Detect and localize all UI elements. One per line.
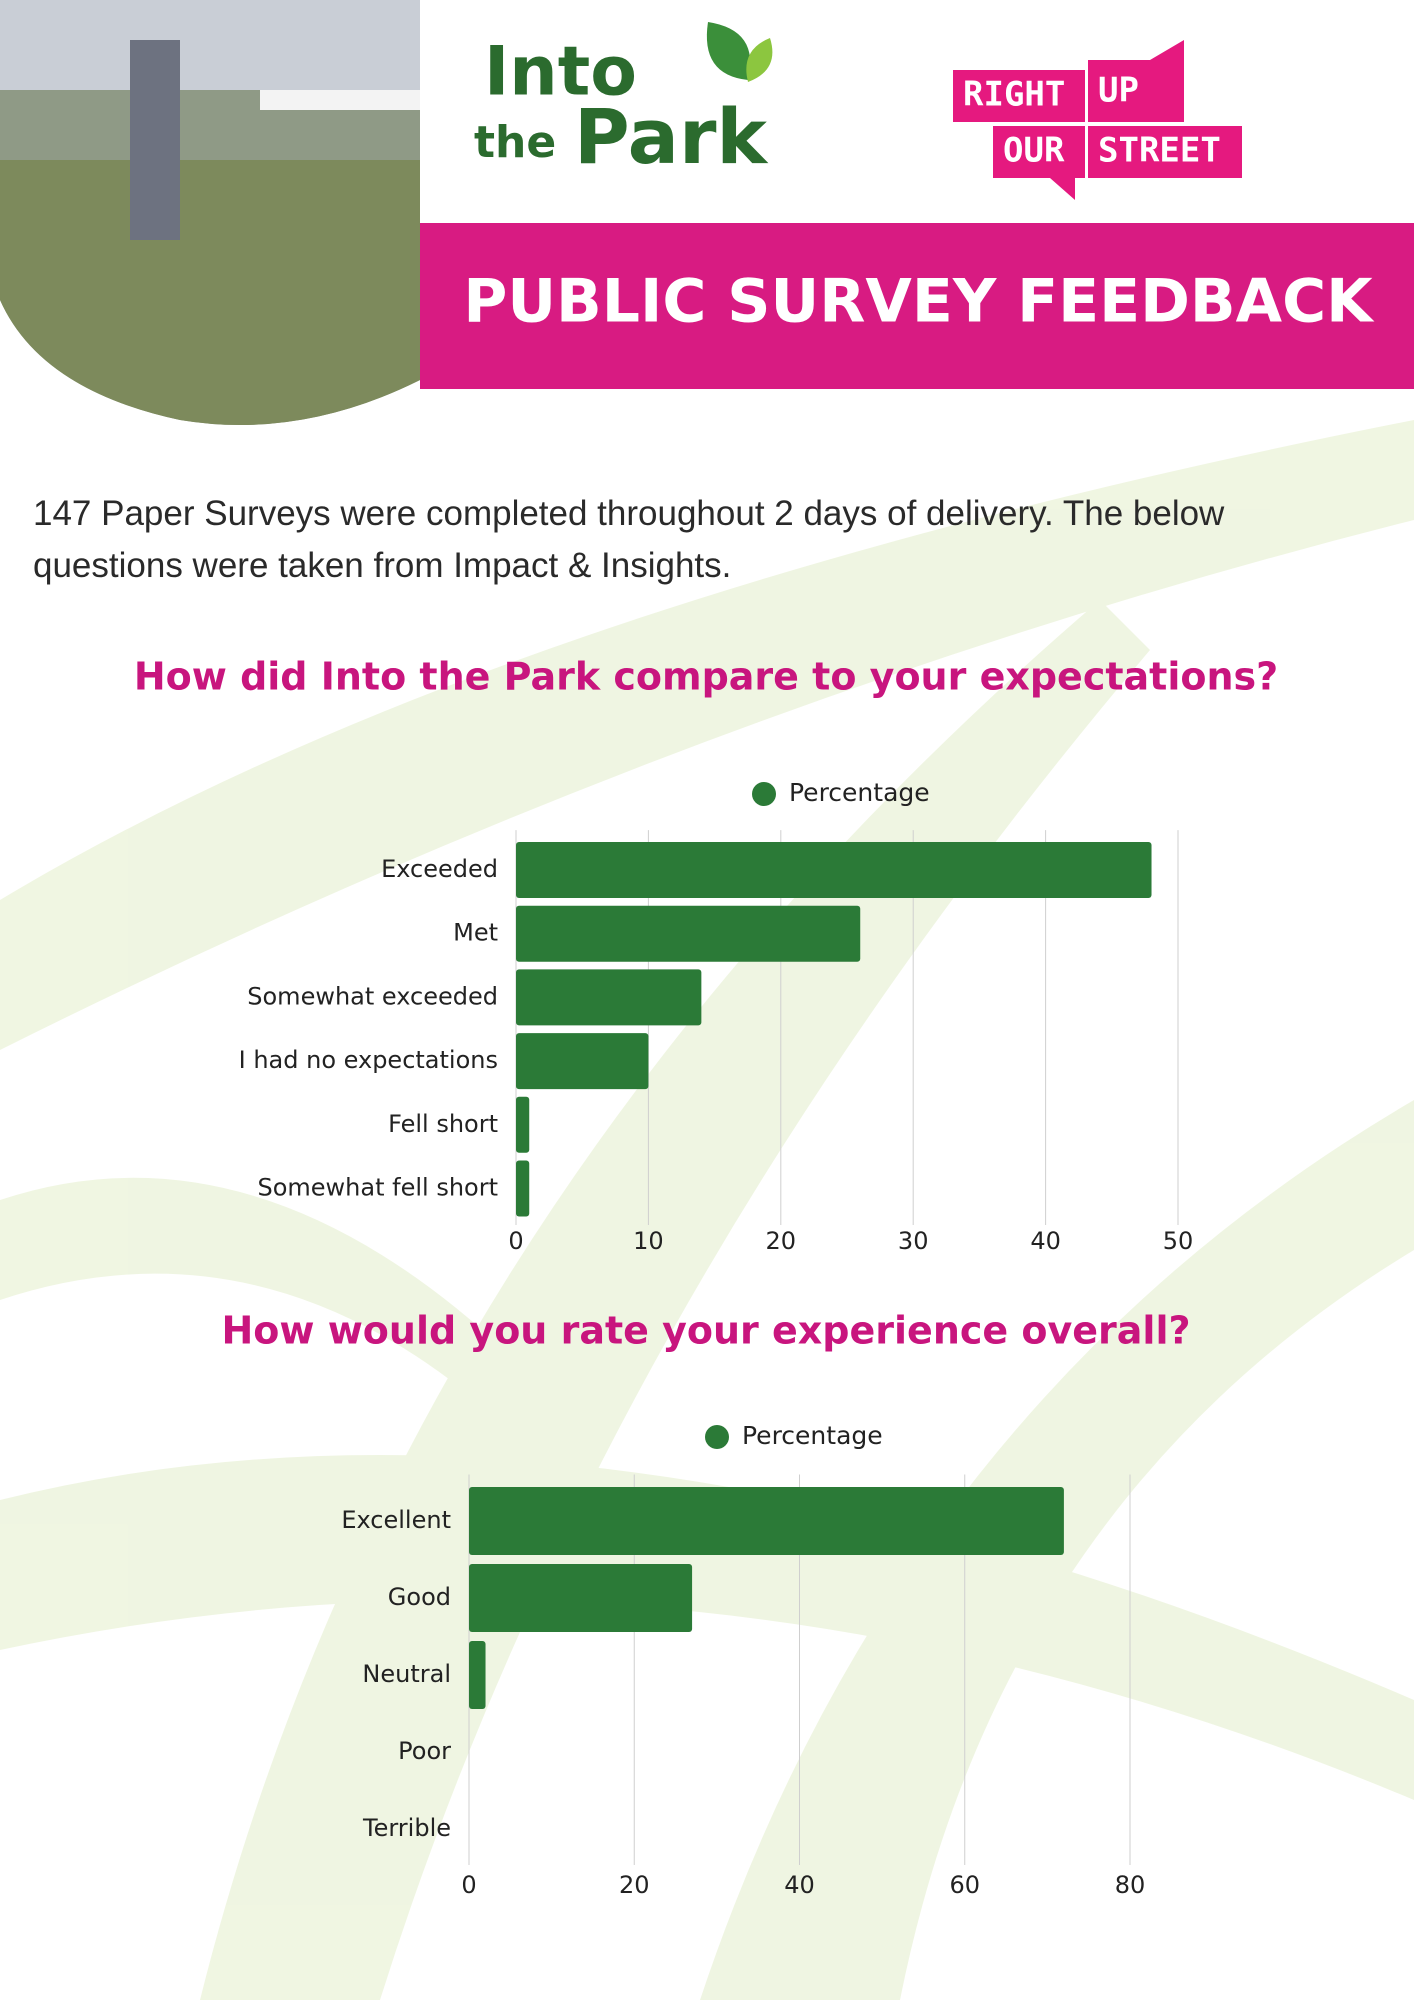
x-tick-label: 0 xyxy=(461,1871,476,1899)
logo-word: Park xyxy=(574,92,768,181)
bar xyxy=(516,969,702,1026)
bar xyxy=(469,1564,693,1632)
legend-label: Percentage xyxy=(789,778,930,807)
bar xyxy=(516,1160,530,1217)
logo: Into the Park xyxy=(474,22,773,181)
partner-word: UP xyxy=(1098,71,1139,111)
x-tick-label: 10 xyxy=(633,1227,664,1255)
x-tick-label: 20 xyxy=(766,1227,797,1255)
chart-title: How would you rate your experience overa… xyxy=(221,1309,1190,1353)
y-tick-label: Terrible xyxy=(362,1814,451,1842)
y-tick-label: Poor xyxy=(398,1737,451,1765)
partner-word: OUR xyxy=(1003,131,1065,171)
y-tick-label: Somewhat exceeded xyxy=(247,982,498,1010)
x-tick-label: 60 xyxy=(949,1871,980,1899)
legend-swatch xyxy=(705,1425,729,1449)
x-tick-label: 50 xyxy=(1163,1227,1194,1255)
chart-title: How did Into the Park compare to your ex… xyxy=(134,655,1278,699)
banner xyxy=(420,223,1414,389)
partner-logo: RIGHT UP OUR STREET xyxy=(953,40,1242,200)
legend-swatch xyxy=(752,782,776,806)
y-tick-label: Excellent xyxy=(341,1506,451,1534)
legend-label: Percentage xyxy=(742,1421,883,1450)
bar xyxy=(516,1096,530,1153)
photo xyxy=(0,0,420,425)
partner-word: STREET xyxy=(1098,131,1221,171)
x-tick-label: 40 xyxy=(784,1871,815,1899)
bar xyxy=(516,842,1152,898)
y-tick-label: Somewhat fell short xyxy=(257,1174,498,1202)
partner-word: RIGHT xyxy=(963,75,1065,115)
x-tick-label: 0 xyxy=(508,1227,523,1255)
bar xyxy=(516,905,861,962)
banner-title: PUBLIC SURVEY FEEDBACK xyxy=(463,267,1375,337)
y-tick-label: I had no expectations xyxy=(239,1046,498,1074)
logo-word: the xyxy=(474,117,556,168)
y-tick-label: Good xyxy=(388,1583,451,1611)
logo-word: Into xyxy=(484,33,637,112)
y-tick-label: Met xyxy=(453,919,498,947)
bar xyxy=(469,1641,486,1709)
y-tick-label: Exceeded xyxy=(381,855,498,883)
x-tick-label: 40 xyxy=(1030,1227,1061,1255)
x-tick-label: 20 xyxy=(619,1871,650,1899)
bar xyxy=(516,1033,649,1090)
bar xyxy=(469,1487,1064,1555)
x-tick-label: 30 xyxy=(898,1227,929,1255)
y-tick-label: Fell short xyxy=(388,1110,498,1138)
x-tick-label: 80 xyxy=(1115,1871,1146,1899)
intro-text: 147 Paper Surveys were completed through… xyxy=(33,494,1225,585)
y-tick-label: Neutral xyxy=(362,1660,451,1688)
